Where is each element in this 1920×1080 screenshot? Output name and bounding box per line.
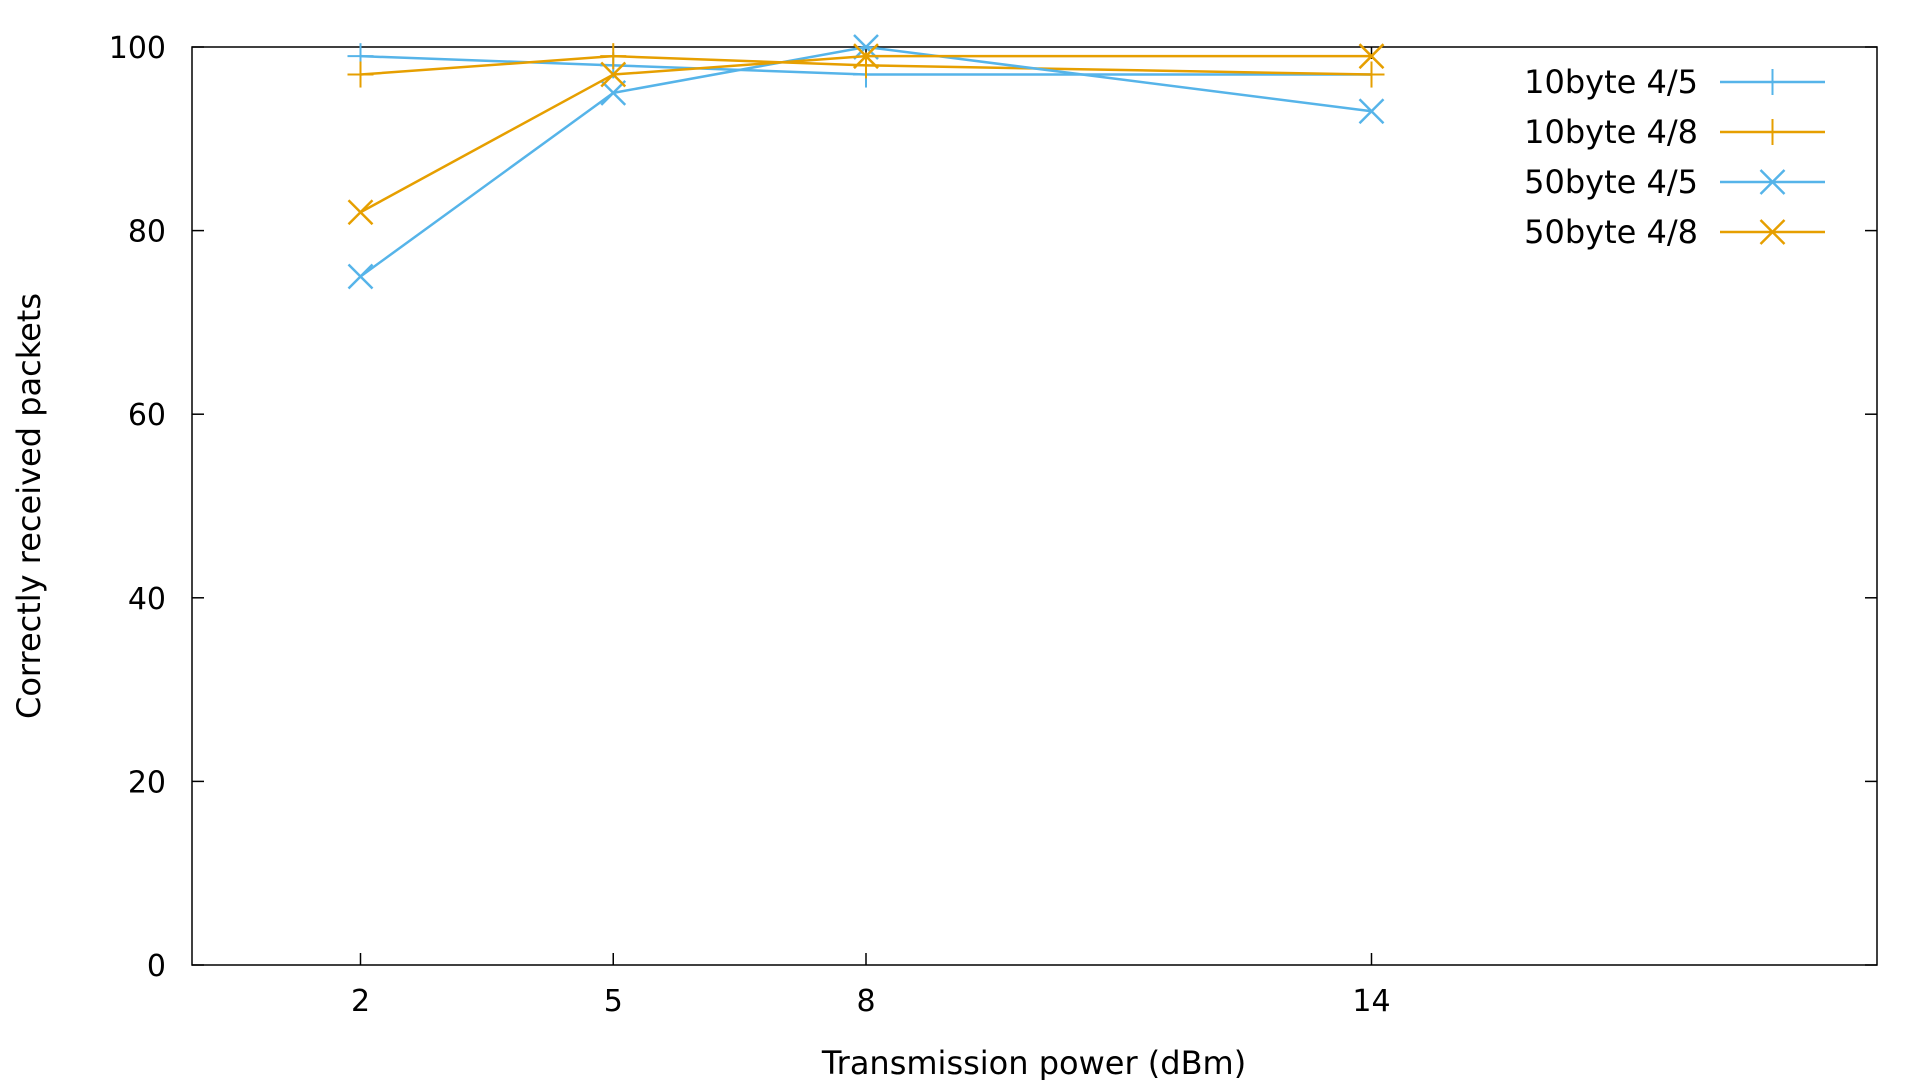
legend-marker — [1759, 69, 1786, 95]
legend-marker — [1759, 219, 1786, 245]
legend-label: 10byte 4/5 — [1524, 63, 1698, 101]
data-point — [1358, 61, 1385, 88]
y-tick-label: 0 — [147, 949, 166, 984]
y-tick-label: 60 — [128, 398, 166, 433]
data-point — [347, 263, 374, 290]
x-tick-label: 14 — [1352, 984, 1390, 1019]
x-tick-label: 2 — [351, 984, 370, 1019]
data-point — [347, 199, 374, 226]
x-tick-label: 8 — [856, 984, 875, 1019]
legend-item: 10byte 4/8 — [1524, 113, 1825, 151]
y-axis-ticks: 0 20 40 60 80 100 — [109, 31, 1877, 984]
y-tick-label: 20 — [128, 765, 166, 800]
data-point — [1358, 43, 1385, 70]
legend: 10byte 4/5 10byte 4/8 50byte 4/5 50byte 4/8 — [1524, 63, 1825, 251]
series-3 — [347, 34, 1385, 290]
y-axis-label: Correctly received packets — [10, 293, 48, 719]
series-layer — [347, 34, 1385, 290]
plot-frame — [191, 46, 1878, 966]
legend-item: 50byte 4/5 — [1524, 163, 1825, 201]
y-tick-label: 100 — [109, 31, 166, 66]
series-line — [359, 54, 1372, 214]
legend-item: 50byte 4/8 — [1524, 213, 1825, 251]
data-point — [853, 43, 879, 70]
series-4 — [347, 43, 1385, 226]
y-tick-label: 40 — [128, 582, 166, 617]
legend-label: 50byte 4/5 — [1524, 163, 1698, 201]
data-point — [1358, 98, 1385, 125]
legend-label: 10byte 4/8 — [1524, 113, 1698, 151]
series-line — [359, 45, 1372, 278]
legend-marker — [1759, 169, 1786, 195]
data-point — [600, 80, 627, 106]
legend-item: 10byte 4/5 — [1524, 63, 1825, 101]
series-line — [360, 54, 1372, 76]
data-point — [347, 61, 374, 88]
data-point — [600, 61, 627, 88]
legend-marker — [1759, 119, 1786, 145]
x-tick-label: 5 — [604, 984, 623, 1019]
x-axis-ticks: 2 5 8 14 — [351, 47, 1391, 1019]
x-axis-label: Transmission power (dBm) — [821, 1044, 1246, 1080]
legend-label: 50byte 4/8 — [1524, 213, 1698, 251]
data-point — [600, 43, 627, 70]
y-tick-label: 80 — [128, 215, 166, 250]
